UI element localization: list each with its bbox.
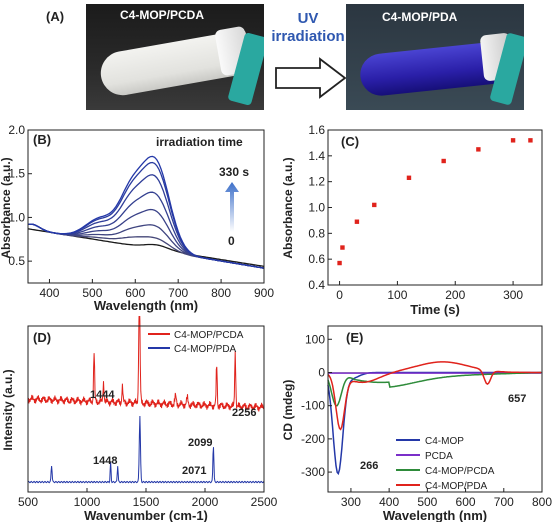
legend-d-label-2: C4-MOP/PDA [174,344,237,355]
chart-b-spectrum [27,155,265,269]
chart-d-xtick-label: 1500 [133,495,160,509]
chart-b-ytick-label: 1.0 [8,210,25,224]
chart-c-ytick-label: 0.4 [308,278,325,292]
chart-e-xtick-label: 400 [379,495,399,509]
legend-e-label: C4-MOP/PDA [425,481,488,492]
annot-266: 266 [360,460,378,472]
chart-b-xtick-label: 400 [39,286,59,300]
chart-c-xtick-label: 100 [387,288,407,302]
chart-c-point [406,175,412,180]
chart-c: 0 100 200 300 0.4 0.6 0.8 1.0 1.2 1.4 1.6 (C) Time… [281,123,543,317]
chart-b-arrow-top: 330 s [219,165,249,179]
chart-d: 500 1000 1500 2000 2500 (D) C4-MOP/PCDA C4-M… [1,316,278,522]
chart-b-xtick-label: 700 [168,286,188,300]
chart-b-ytick-label: 2.0 [8,123,25,137]
chart-b: 400 500 600 700 800 900 0.5 1.0 1.5 2.0 (B) irrad… [0,123,274,313]
chart-e-series [327,361,542,431]
chart-c-xtick-label: 300 [503,288,523,302]
chart-d-xtick-label: 500 [18,495,38,509]
chart-b-ylabel: Absorbance (a.u.) [0,157,13,258]
right-photo-label: C4-MOP/PDA [382,10,458,24]
chart-d-ylabel: Intensity (a.u.) [1,369,15,450]
chart-d-xtick-label: 1000 [74,495,101,509]
chart-b-arrow-bottom: 0 [228,234,235,248]
chart-d-xlabel: Wavenumber (cm-1) [84,508,208,522]
chart-c-ytick-label: 0.8 [308,226,325,240]
chart-b-xlabel: Wavelength (nm) [94,298,198,313]
chart-b-spectrum [27,191,265,269]
annot-657: 657 [508,393,526,405]
chart-d-xtick-label: 2500 [251,495,278,509]
chart-c-ytick-label: 1.4 [308,149,325,163]
chart-e-frame [327,325,543,493]
chart-b-xtick-label: 500 [82,286,102,300]
chart-e-xtick-label: 600 [456,495,476,509]
legend-d-label-1: C4-MOP/PCDA [174,330,244,341]
chart-b-annotation: irradiation time [156,135,243,149]
chart-c-ylabel: Absorbance (a.u.) [281,157,295,258]
chart-c-ytick-label: 1.0 [308,201,325,215]
peak-1444: 1444 [90,389,115,401]
chart-e-xtick-label: 300 [341,495,361,509]
left-photo-label: C4-MOP/PCDA [120,8,205,22]
chart-c-point [476,147,481,152]
chart-c-frame [327,129,543,286]
chart-c-ytick-label: 1.2 [308,175,325,189]
chart-d-xtick-label: 2000 [192,495,219,509]
irradiation-label: irradiation [271,28,345,45]
chart-b-panel-label: (B) [33,132,51,147]
legend-e-label: PCDA [425,451,453,462]
panel-a-label: (A) [46,9,65,24]
chart-e-xtick-label: 700 [494,495,514,509]
chart-c-ytick-label: 1.6 [308,123,325,137]
chart-e-ytick-label: -200 [301,432,325,446]
chart-d-series-pcda [27,316,265,412]
chart-e: 300 400 500 600 700 800 -300 -200 -100 0 100 (E) 6… [281,325,552,522]
peak-2256: 2256 [232,407,256,419]
chart-b-frame [27,129,265,284]
chart-e-xtick-label: 800 [532,495,552,509]
chart-c-xlabel: Time (s) [410,302,460,317]
right-photo: C4-MOP/PDA [346,4,524,110]
chart-b-ytick-label: 1.5 [8,167,25,181]
chart-b-xtick-label: 800 [211,286,231,300]
chart-e-ylabel: CD (mdeg) [281,380,295,441]
legend-e-label: C4-MOP [425,436,464,447]
chart-c-xtick-label: 200 [445,288,465,302]
chart-c-point [528,138,533,143]
legend-e-label: C4-MOP/PCDA [425,466,495,477]
chart-e-series [327,371,542,407]
chart-d-series-pda [27,415,265,484]
chart-e-ytick-label: 0 [318,365,325,379]
panel-a: (A) C4-MOP/PCDA UV irradiation C4-MOP/PD… [0,0,555,120]
chart-e-xtick-label: 500 [417,495,437,509]
chart-b-ytick-label: 0.5 [8,254,25,268]
chart-b-xtick-label: 900 [254,286,274,300]
chart-e-ytick-label: -300 [301,465,325,479]
left-photo: C4-MOP/PCDA [86,4,264,110]
chart-c-point [441,158,446,164]
chart-b-xtick-label: 600 [125,286,145,300]
peak-1448: 1448 [93,455,117,467]
chart-c-point [340,245,345,250]
chart-c-point [337,260,342,266]
peak-2099: 2099 [188,437,212,449]
chart-c-panel-label: (C) [341,134,359,149]
irradiation-arrow [225,182,239,232]
chart-e-panel-label: (E) [346,330,363,345]
chart-c-point [372,202,377,208]
peak-2071: 2071 [182,465,206,477]
uv-arrow [275,57,347,99]
chart-c-ytick-label: 0.6 [308,252,325,266]
chart-c-point [354,219,360,224]
chart-d-panel-label: (D) [33,330,51,345]
uv-label: UV [297,10,319,27]
chart-c-point [510,138,516,143]
chart-e-ytick-label: -100 [301,399,325,413]
chart-e-xlabel: Wavelength (nm) [383,508,487,522]
chart-c-xtick-label: 0 [336,288,343,302]
chart-e-ytick-label: 100 [305,332,325,346]
uv-arrow-text: UV irradiation [264,10,352,46]
